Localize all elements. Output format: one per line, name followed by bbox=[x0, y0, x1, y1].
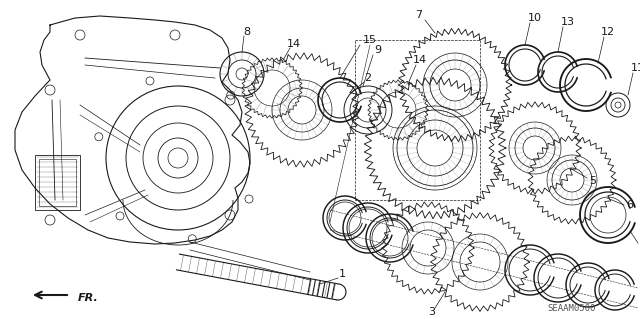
Text: 13: 13 bbox=[561, 17, 575, 27]
Text: 5: 5 bbox=[589, 176, 596, 186]
Text: 3: 3 bbox=[429, 307, 435, 317]
Text: 12: 12 bbox=[601, 27, 615, 37]
Text: 11: 11 bbox=[631, 63, 640, 73]
Text: 7: 7 bbox=[415, 10, 422, 20]
Text: SEAAM0500: SEAAM0500 bbox=[548, 304, 596, 313]
Text: 14: 14 bbox=[287, 39, 301, 49]
Text: 10: 10 bbox=[528, 13, 542, 23]
FancyArrowPatch shape bbox=[35, 292, 67, 298]
Bar bbox=[35, 155, 80, 210]
Text: FR.: FR. bbox=[78, 293, 99, 303]
Text: 2: 2 bbox=[364, 73, 372, 83]
Text: 1: 1 bbox=[339, 269, 346, 279]
Bar bbox=[39, 159, 76, 206]
Text: 14: 14 bbox=[413, 55, 427, 65]
Text: 6: 6 bbox=[627, 200, 634, 210]
Text: 9: 9 bbox=[374, 45, 381, 55]
Text: 15: 15 bbox=[363, 35, 377, 45]
Text: 8: 8 bbox=[243, 27, 251, 37]
